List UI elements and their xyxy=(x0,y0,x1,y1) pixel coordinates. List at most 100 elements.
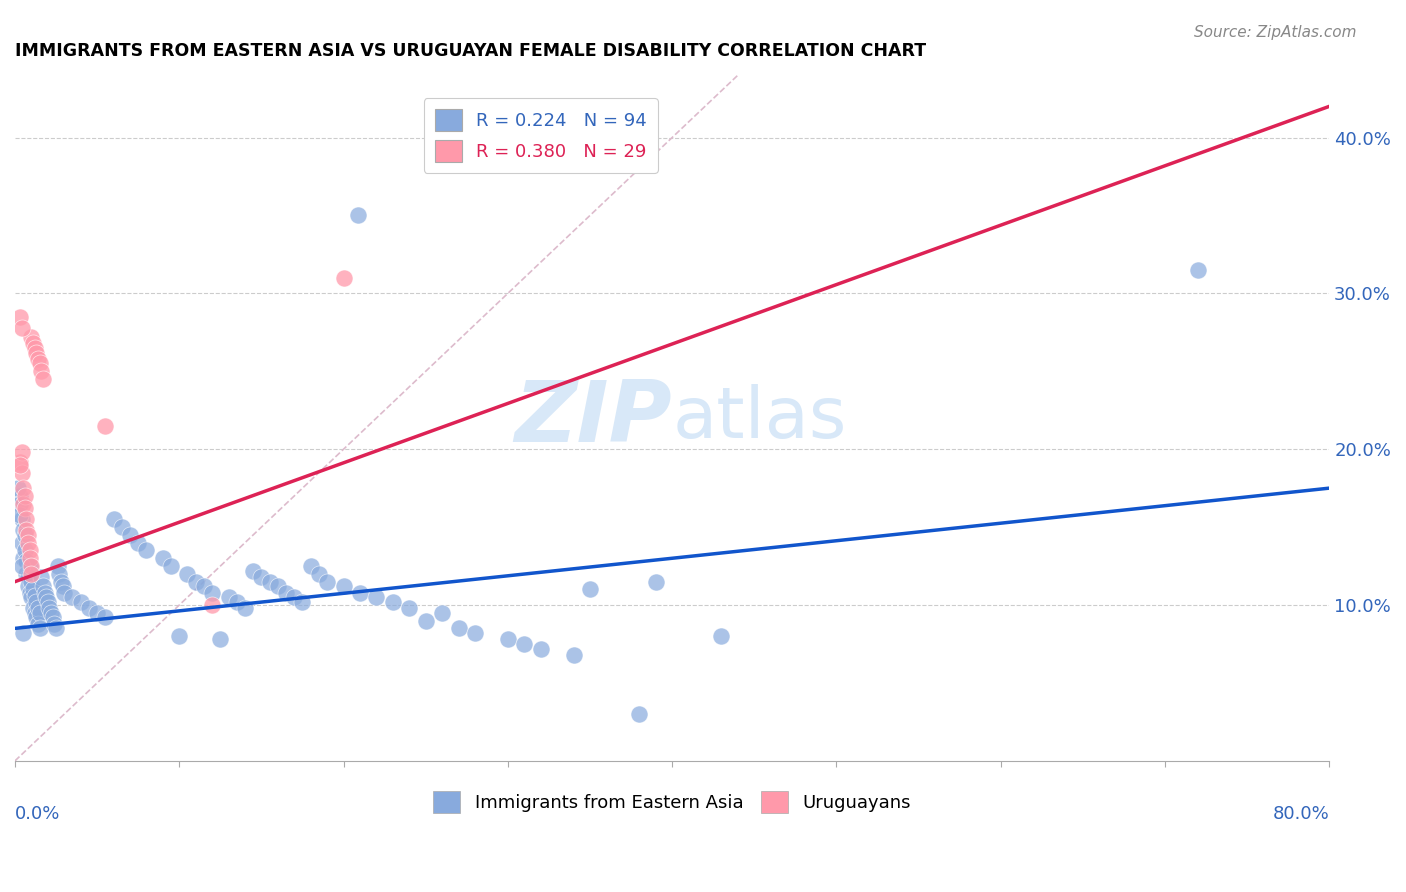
Point xyxy=(37,595,59,609)
Point xyxy=(18,543,41,558)
Point xyxy=(22,601,45,615)
Point xyxy=(46,559,69,574)
Point xyxy=(10,466,32,480)
Point xyxy=(152,551,174,566)
Point xyxy=(233,601,256,615)
Point xyxy=(193,579,215,593)
Point xyxy=(22,336,45,351)
Point xyxy=(250,570,273,584)
Point xyxy=(176,566,198,581)
Point xyxy=(28,606,51,620)
Point xyxy=(710,629,733,643)
Point xyxy=(13,497,35,511)
Point xyxy=(160,559,183,574)
Point xyxy=(27,601,49,615)
Point xyxy=(242,564,264,578)
Point xyxy=(94,418,117,433)
Point xyxy=(291,595,314,609)
Point xyxy=(45,621,67,635)
Point xyxy=(10,445,32,459)
Point xyxy=(18,559,41,574)
Point xyxy=(111,520,134,534)
Point xyxy=(28,621,51,635)
Point xyxy=(94,610,117,624)
Point xyxy=(118,528,141,542)
Point xyxy=(579,582,602,597)
Point xyxy=(24,341,46,355)
Point xyxy=(8,489,31,503)
Point xyxy=(32,579,55,593)
Point xyxy=(103,512,125,526)
Point xyxy=(218,591,240,605)
Point xyxy=(77,601,100,615)
Point xyxy=(20,566,42,581)
Point xyxy=(18,551,41,566)
Point xyxy=(349,585,371,599)
Point xyxy=(15,523,38,537)
Text: 80.0%: 80.0% xyxy=(1272,805,1329,823)
Point xyxy=(259,574,281,589)
Point xyxy=(25,345,48,359)
Point xyxy=(209,632,232,647)
Point xyxy=(7,481,30,495)
Point xyxy=(14,543,37,558)
Point xyxy=(27,616,49,631)
Point xyxy=(86,606,108,620)
Point xyxy=(530,641,553,656)
Point xyxy=(644,574,666,589)
Point xyxy=(513,637,536,651)
Point xyxy=(135,543,157,558)
Point xyxy=(27,351,49,366)
Point xyxy=(32,372,55,386)
Text: 0.0%: 0.0% xyxy=(15,805,60,823)
Point xyxy=(8,497,31,511)
Text: Source: ZipAtlas.com: Source: ZipAtlas.com xyxy=(1194,25,1357,40)
Point xyxy=(17,528,39,542)
Point xyxy=(628,707,651,722)
Point xyxy=(447,621,470,635)
Point xyxy=(53,585,76,599)
Point xyxy=(48,566,70,581)
Point xyxy=(415,614,437,628)
Point xyxy=(8,508,31,522)
Point xyxy=(14,528,37,542)
Point xyxy=(17,570,39,584)
Point xyxy=(316,574,339,589)
Point xyxy=(42,610,65,624)
Point xyxy=(13,626,35,640)
Point xyxy=(8,458,31,472)
Point xyxy=(24,606,46,620)
Point xyxy=(274,585,297,599)
Point xyxy=(10,320,32,334)
Point xyxy=(398,601,420,615)
Point xyxy=(8,455,31,469)
Point xyxy=(35,591,58,605)
Point xyxy=(299,559,322,574)
Text: IMMIGRANTS FROM EASTERN ASIA VS URUGUAYAN FEMALE DISABILITY CORRELATION CHART: IMMIGRANTS FROM EASTERN ASIA VS URUGUAYA… xyxy=(15,42,927,60)
Point xyxy=(30,570,52,584)
Point xyxy=(15,512,38,526)
Point xyxy=(44,616,66,631)
Point xyxy=(169,629,191,643)
Point xyxy=(13,481,35,495)
Point xyxy=(332,270,354,285)
Point xyxy=(15,554,38,568)
Point xyxy=(52,579,75,593)
Point xyxy=(20,330,42,344)
Point xyxy=(20,574,42,589)
Point xyxy=(22,582,45,597)
Point xyxy=(1187,263,1209,277)
Point xyxy=(283,591,305,605)
Point xyxy=(308,566,330,581)
Text: atlas: atlas xyxy=(672,384,846,452)
Point xyxy=(17,579,39,593)
Point xyxy=(17,535,39,549)
Point xyxy=(332,579,354,593)
Point xyxy=(184,574,207,589)
Point xyxy=(14,489,37,503)
Point xyxy=(15,566,38,581)
Point xyxy=(20,591,42,605)
Point xyxy=(8,310,31,324)
Point xyxy=(69,595,91,609)
Point xyxy=(201,598,224,612)
